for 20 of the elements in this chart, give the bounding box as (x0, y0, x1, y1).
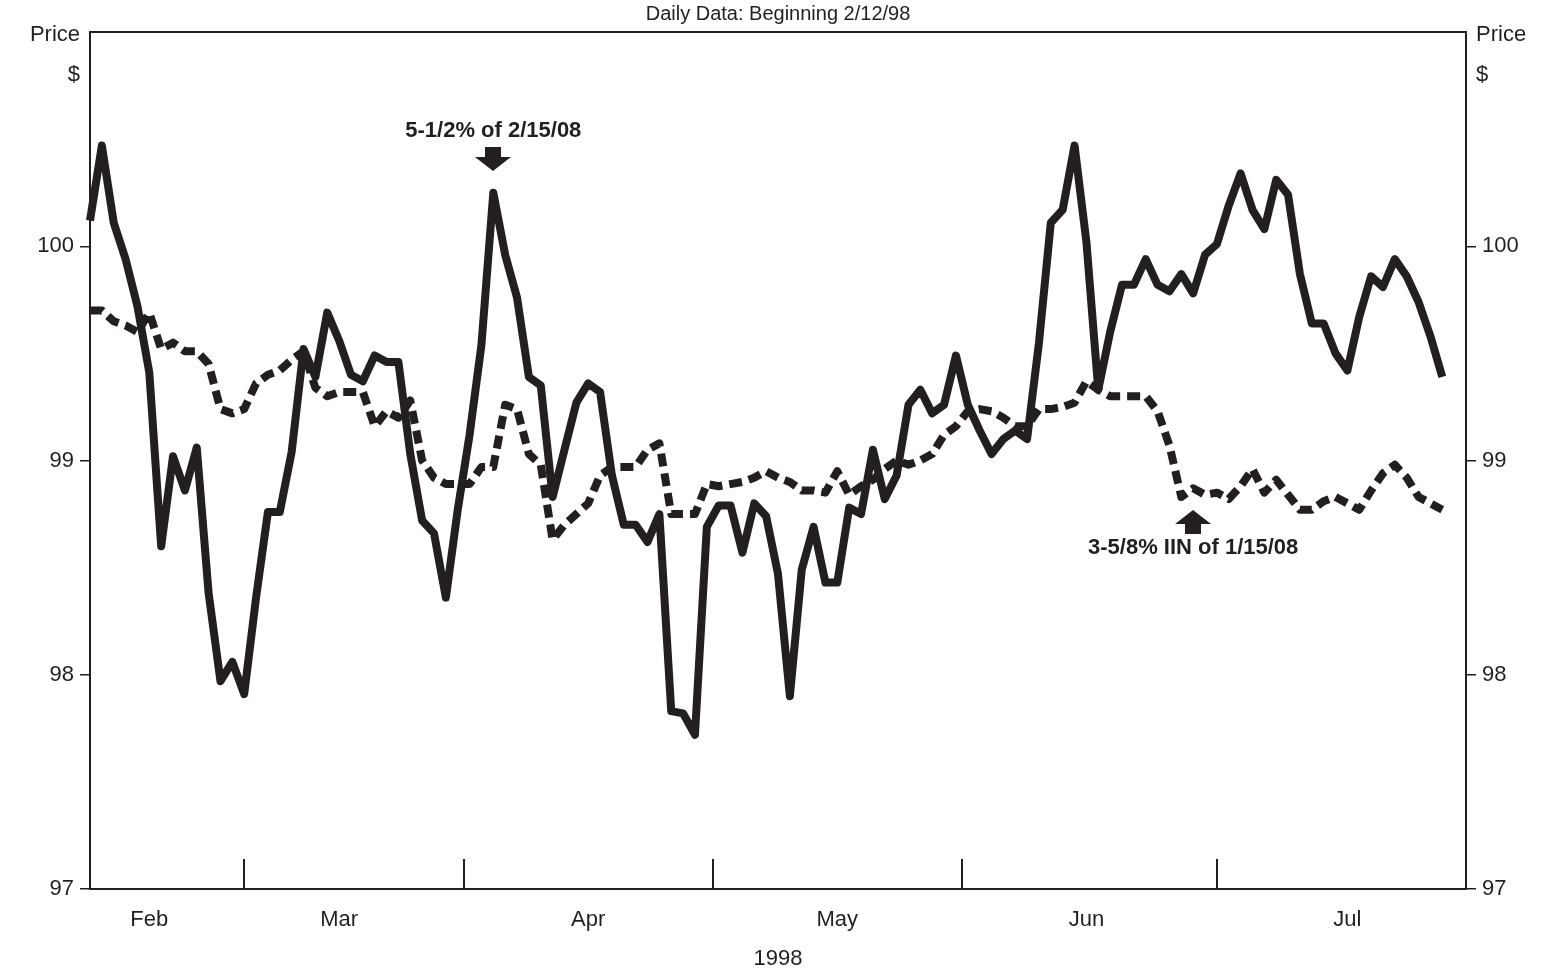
x-tick-label: Apr (571, 906, 606, 932)
chart-title: Daily Data: Beginning 2/12/98 (645, 1, 911, 24)
x-tick-label: Jul (1333, 906, 1362, 932)
annotation: 5-1/2% of 2/15/08 (405, 116, 582, 142)
x-tick-label: Mar (320, 906, 359, 932)
y2-tick-label: 99 (1482, 446, 1507, 472)
y2-tick-label: 98 (1482, 660, 1507, 686)
y2-tick-label: 97 (1482, 875, 1507, 901)
y-tick-label: 100 (37, 232, 74, 258)
y-tick-label: 98 (49, 660, 74, 686)
y2-tick-label: 100 (1482, 232, 1519, 258)
x-tick-label: Jun (1068, 906, 1105, 932)
x-tick-label: Feb (130, 906, 169, 932)
y2-axis-title: Price $ (1476, 21, 1527, 87)
y-tick-label: 97 (49, 875, 74, 901)
y-tick-label: 99 (49, 446, 74, 472)
annotation: 3-5/8% IIN of 1/15/08 (1088, 534, 1299, 560)
x-tick-label: May (816, 906, 859, 932)
x-axis-title: 1998 (753, 944, 803, 970)
y-axis-title: Price $ (29, 21, 80, 87)
